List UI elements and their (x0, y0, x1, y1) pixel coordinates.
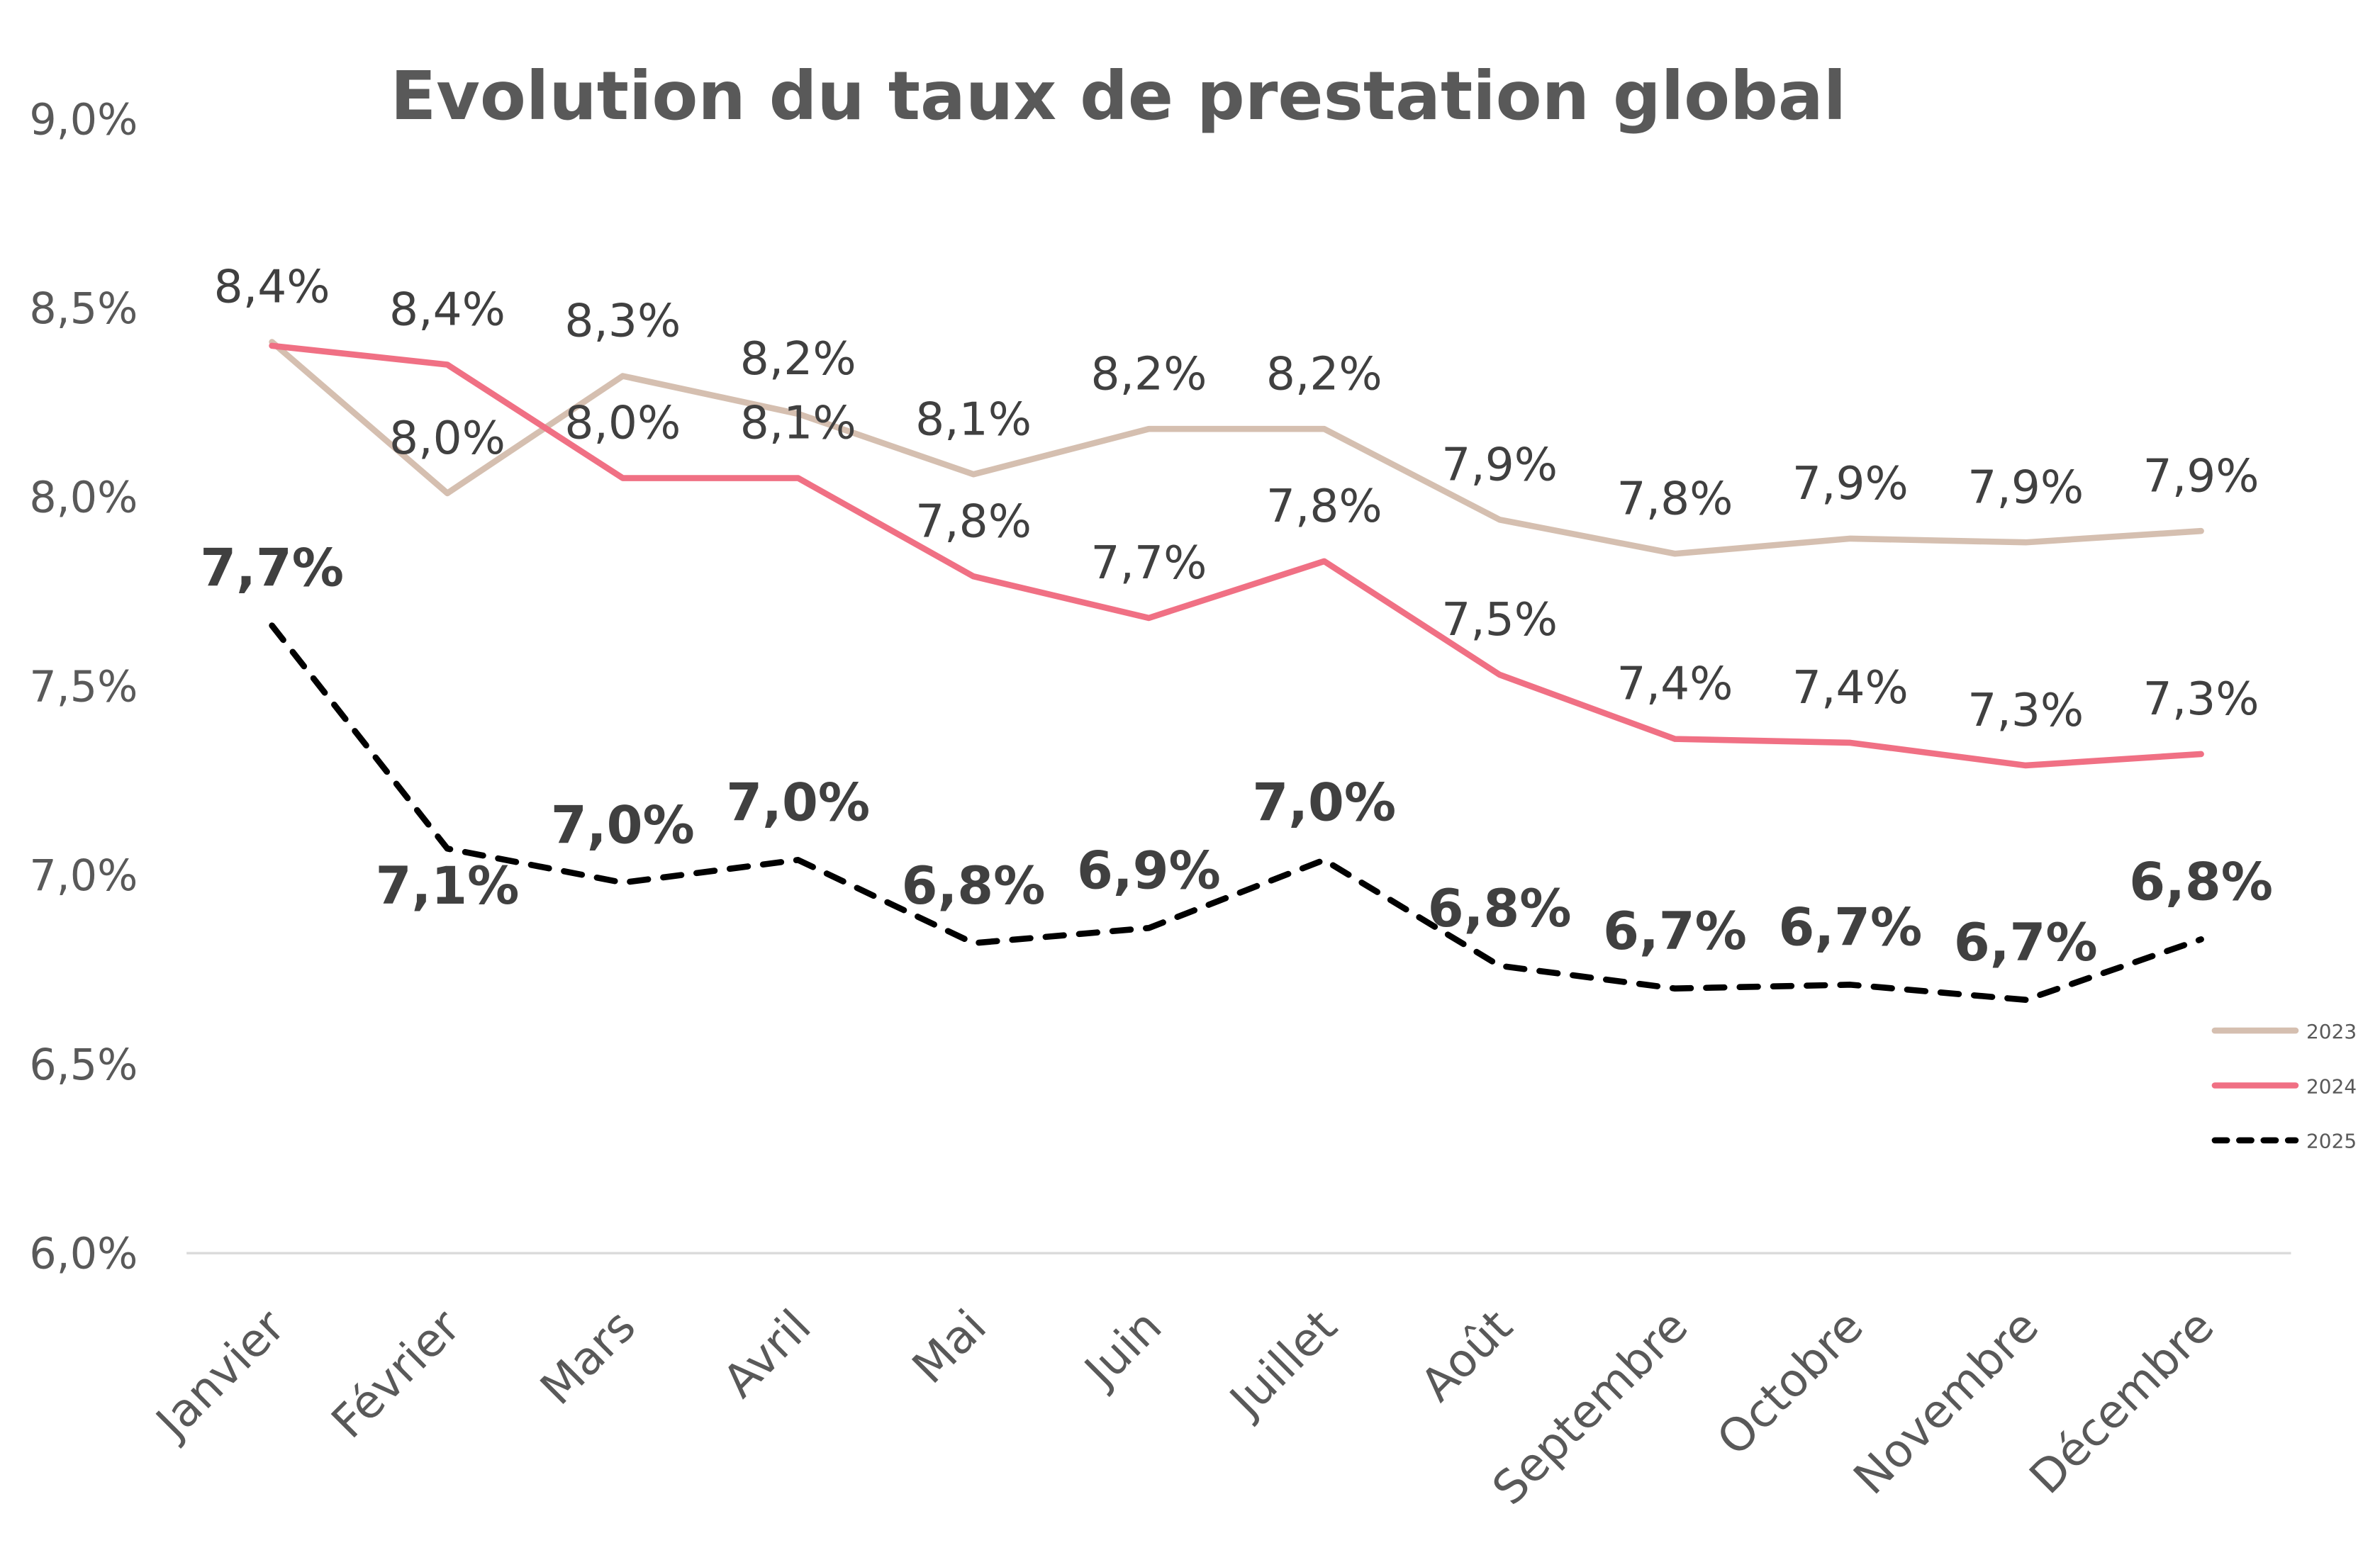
data-label-2025: 6,8% (1428, 879, 1572, 939)
x-tick-label: Février (322, 1300, 471, 1449)
y-tick-label: 7,5% (29, 662, 138, 712)
data-label-2025: 7,1% (376, 856, 520, 916)
data-label-2025: 7,7% (200, 539, 344, 599)
y-tick-label: 7,0% (29, 851, 138, 901)
data-label-2024: 7,4% (1792, 661, 1909, 714)
x-tick-label: Août (1411, 1300, 1523, 1412)
x-tick-label: Juin (1073, 1300, 1172, 1399)
data-label-2023: 7,9% (1792, 457, 1909, 510)
data-label-2025: 6,7% (1954, 913, 2098, 973)
data-label-2024: 8,1% (740, 397, 856, 450)
data-label-2025: 6,7% (1778, 897, 1922, 958)
legend-label-2024: 2024 (2306, 1074, 2357, 1098)
data-label-2023: 7,9% (1441, 438, 1558, 491)
data-label-2024: 8,4% (389, 284, 505, 337)
data-label-2023: 7,9% (1967, 461, 2084, 514)
chart-title: Evolution du taux de prestation global (391, 57, 1847, 135)
data-label-2024: 8,0% (564, 397, 681, 450)
data-label-2025: 7,0% (551, 795, 695, 855)
x-tick-label: Mars (530, 1300, 646, 1415)
data-label-2023: 8,4% (214, 261, 330, 314)
data-label-2025: 6,9% (1077, 841, 1221, 901)
series-line-2024 (269, 342, 2204, 769)
x-tick-label: Novembre (1844, 1300, 2049, 1505)
data-label-2023: 8,2% (740, 332, 856, 386)
y-tick-label: 8,0% (29, 473, 138, 523)
data-label-2025: 6,8% (902, 856, 1046, 916)
legend-label-2025: 2025 (2306, 1130, 2357, 1153)
data-label-2023: 8,2% (1266, 347, 1382, 400)
data-label-2023: 7,8% (1617, 472, 1733, 525)
series-line-2025 (269, 622, 2204, 1004)
x-tick-label: Janvier (145, 1300, 296, 1451)
data-label-2023: 7,9% (2143, 449, 2259, 503)
series-line-2023 (269, 339, 2204, 557)
data-label-2024: 7,3% (2143, 673, 2259, 726)
legend-label-2023: 2023 (2306, 1020, 2357, 1043)
x-tick-label: Octobre (1707, 1300, 1874, 1466)
data-label-2023: 8,1% (915, 393, 1032, 446)
data-label-2023: 8,0% (389, 412, 505, 465)
y-tick-label: 8,5% (29, 284, 138, 334)
data-label-2024: 7,8% (1266, 480, 1382, 533)
y-tick-label: 6,0% (29, 1230, 138, 1279)
y-tick-label: 6,5% (29, 1040, 138, 1090)
x-tick-label: Décembre (2020, 1300, 2225, 1505)
x-tick-label: Avril (713, 1300, 822, 1408)
x-tick-label: Juillet (1218, 1300, 1347, 1429)
data-label-2024: 7,8% (915, 495, 1032, 548)
data-label-2025: 6,8% (2129, 852, 2273, 912)
data-label-2024: 7,3% (1967, 684, 2084, 737)
x-tick-label: Mai (903, 1300, 997, 1394)
data-label-2023: 8,3% (564, 295, 681, 348)
data-label-2025: 7,0% (1252, 773, 1396, 833)
data-label-2025: 7,0% (726, 773, 870, 833)
data-label-2024: 7,4% (1617, 658, 1733, 711)
y-tick-label: 9,0% (29, 95, 138, 145)
data-label-2024: 7,7% (1090, 537, 1207, 590)
data-label-2025: 6,7% (1603, 902, 1747, 962)
data-label-2023: 8,2% (1090, 347, 1207, 400)
data-label-2024: 7,5% (1441, 593, 1558, 646)
